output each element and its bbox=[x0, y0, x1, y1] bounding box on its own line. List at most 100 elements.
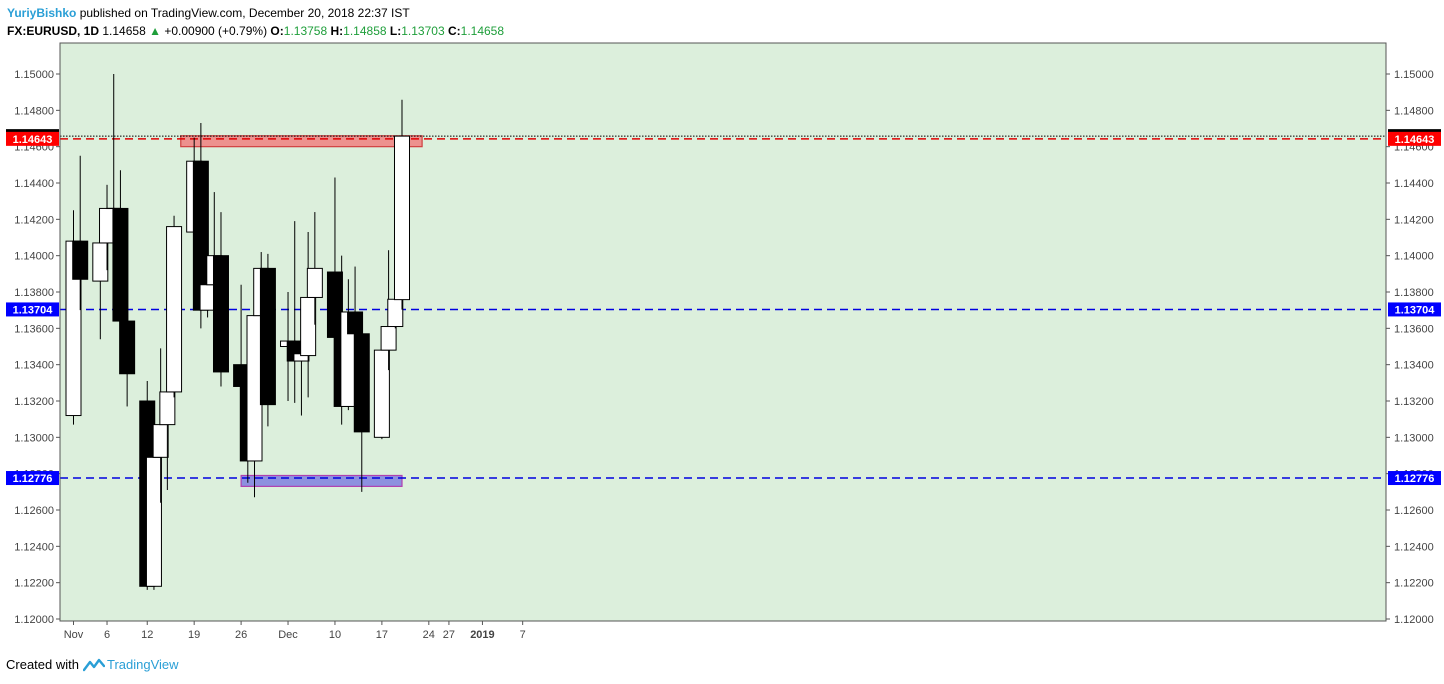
candle-body bbox=[199, 284, 216, 311]
candle-body bbox=[300, 296, 317, 357]
candle-body bbox=[259, 267, 276, 406]
level-badge-right bbox=[1388, 302, 1441, 317]
x-tick-label: 24 bbox=[423, 629, 435, 641]
plot-layer bbox=[60, 74, 1386, 590]
created-with-text: Created with bbox=[6, 657, 79, 672]
candle[interactable] bbox=[119, 310, 136, 407]
x-tick-label: 19 bbox=[188, 629, 200, 641]
x-tick-label: 7 bbox=[520, 629, 526, 641]
candle[interactable] bbox=[112, 170, 129, 343]
y-tick-label-right: 1.14000 bbox=[1394, 251, 1434, 263]
level-badge-right bbox=[1388, 471, 1441, 486]
candle[interactable] bbox=[393, 99, 410, 310]
author-name[interactable]: YuriyBishko bbox=[7, 6, 77, 20]
candle[interactable] bbox=[212, 212, 229, 387]
level-badge-label-right: 1.13704 bbox=[1395, 304, 1436, 316]
y-tick-label-left: 1.14400 bbox=[14, 178, 54, 190]
candle-body bbox=[119, 320, 136, 375]
x-tick-label: Nov bbox=[64, 629, 84, 641]
x-tick-label: Dec bbox=[278, 629, 298, 641]
candle-body bbox=[380, 326, 397, 351]
tradingview-logo-icon bbox=[82, 658, 105, 671]
published-text: published on TradingView.com, December 2… bbox=[79, 6, 410, 20]
publish-line: YuriyBishko published on TradingView.com… bbox=[7, 4, 504, 22]
open-label: O: bbox=[270, 24, 284, 38]
y-tick-label-left: 1.14000 bbox=[14, 251, 54, 263]
level-badge-left bbox=[6, 302, 59, 317]
x-tick-label: 10 bbox=[329, 629, 341, 641]
candle[interactable] bbox=[72, 155, 89, 311]
level-badge-label-left: 1.14643 bbox=[13, 134, 53, 146]
high-label: H: bbox=[330, 24, 344, 38]
high-value: 1.14858 bbox=[343, 24, 387, 38]
candle-body bbox=[393, 135, 410, 301]
y-tick-label-right: 1.13600 bbox=[1394, 323, 1434, 335]
candle[interactable] bbox=[353, 322, 370, 492]
y-tick-label-right: 1.15000 bbox=[1394, 69, 1434, 81]
x-tick-label: 26 bbox=[235, 629, 247, 641]
close-value: 1.14658 bbox=[460, 24, 505, 38]
support-zone bbox=[240, 474, 403, 487]
chart-header: YuriyBishko published on TradingView.com… bbox=[7, 4, 504, 40]
candle-body bbox=[72, 240, 89, 280]
y-tick-label-right: 1.14800 bbox=[1394, 105, 1434, 117]
y-tick-label-left: 1.13200 bbox=[14, 396, 54, 408]
candle-body bbox=[326, 271, 343, 338]
price-change: +0.00900 (+0.79%) bbox=[164, 24, 268, 38]
candle-body bbox=[233, 364, 250, 387]
y-tick-label-right: 1.14400 bbox=[1394, 178, 1434, 190]
x-tick-label: 2019 bbox=[470, 629, 494, 641]
y-tick-label-left: 1.15000 bbox=[14, 69, 54, 81]
level-badge-label-left: 1.13704 bbox=[13, 304, 54, 316]
y-tick-label-right: 1.13000 bbox=[1394, 432, 1434, 444]
candle-body bbox=[212, 255, 229, 373]
level-badge-label-right: 1.14643 bbox=[1395, 134, 1435, 146]
y-tick-label-right: 1.13200 bbox=[1394, 396, 1434, 408]
candle-body bbox=[166, 226, 183, 393]
candle[interactable] bbox=[259, 253, 276, 427]
y-tick-label-left: 1.13400 bbox=[14, 360, 54, 372]
low-value: 1.13703 bbox=[401, 24, 445, 38]
level-badge-label-left: 1.12776 bbox=[13, 473, 53, 485]
y-tick-label-left: 1.13000 bbox=[14, 432, 54, 444]
x-tick-label: 17 bbox=[376, 629, 388, 641]
tradingview-brand[interactable]: TradingView bbox=[106, 657, 179, 672]
candle-body bbox=[159, 391, 176, 426]
ohlc-line: FX:EURUSD, 1D 1.14658 ▲ +0.00900 (+0.79%… bbox=[7, 22, 504, 40]
y-tick-label-left: 1.12400 bbox=[14, 541, 54, 553]
level-badge-label-right: 1.12776 bbox=[1395, 473, 1435, 485]
candle[interactable] bbox=[145, 448, 162, 590]
y-tick-label-left: 1.12600 bbox=[14, 505, 54, 517]
candle-body bbox=[347, 311, 364, 335]
candle-body bbox=[246, 315, 263, 462]
y-tick-label-right: 1.13800 bbox=[1394, 287, 1434, 299]
last-price: 1.14658 bbox=[102, 24, 146, 38]
x-tick-label: 6 bbox=[104, 629, 110, 641]
candle[interactable] bbox=[166, 215, 183, 398]
y-tick-label-left: 1.12200 bbox=[14, 578, 54, 590]
candle[interactable] bbox=[192, 123, 209, 329]
y-tick-label-left: 1.12000 bbox=[14, 614, 54, 626]
y-tick-label-right: 1.14200 bbox=[1394, 214, 1434, 226]
candle[interactable] bbox=[306, 212, 323, 325]
symbol-label: FX:EURUSD, 1D bbox=[7, 24, 100, 38]
low-label: L: bbox=[389, 24, 402, 38]
candle-body bbox=[112, 207, 129, 322]
close-label: C: bbox=[447, 24, 461, 38]
y-tick-label-left: 1.13600 bbox=[14, 323, 54, 335]
up-arrow-icon: ▲ bbox=[149, 24, 161, 38]
candle-body bbox=[152, 424, 169, 458]
candle-body bbox=[306, 267, 323, 298]
candle-body bbox=[145, 456, 162, 587]
y-tick-label-right: 1.12200 bbox=[1394, 578, 1434, 590]
level-badge-left bbox=[6, 131, 59, 146]
x-tick-label: 27 bbox=[443, 629, 455, 641]
y-tick-label-right: 1.12400 bbox=[1394, 541, 1434, 553]
candle-body bbox=[373, 349, 390, 438]
y-tick-label-left: 1.14800 bbox=[14, 105, 54, 117]
y-tick-label-left: 1.13800 bbox=[14, 287, 54, 299]
footer: Created with TradingView bbox=[6, 657, 179, 672]
candle-body bbox=[92, 242, 109, 282]
candle-body bbox=[99, 207, 116, 244]
